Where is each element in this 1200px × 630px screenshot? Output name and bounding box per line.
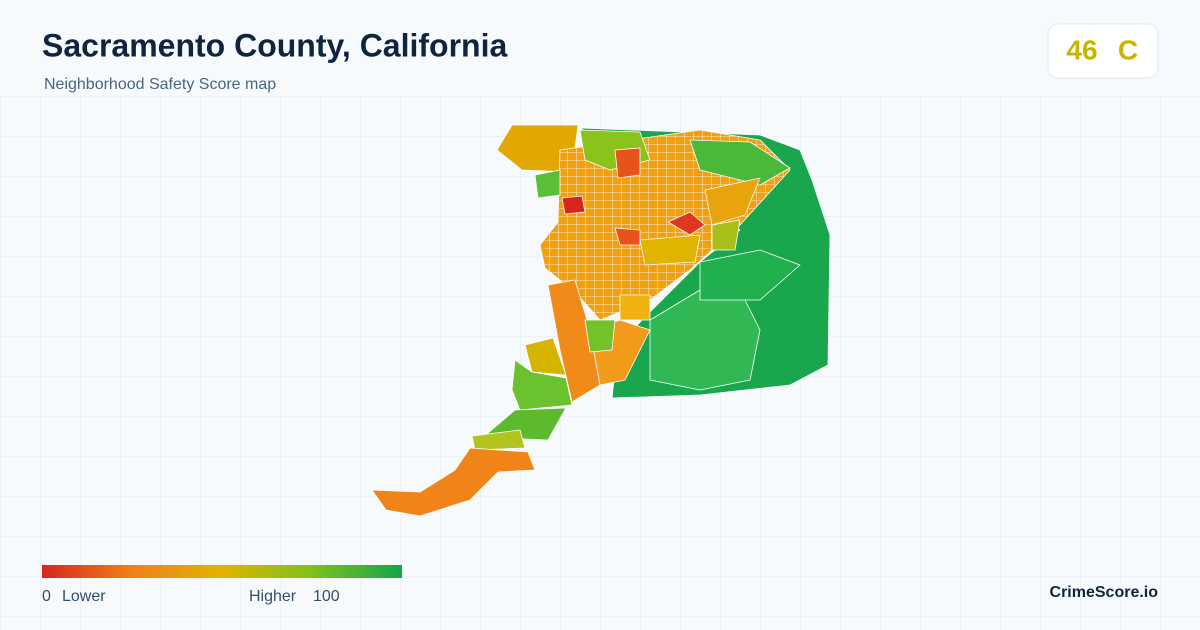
tract (524, 337, 567, 376)
tract (704, 177, 761, 226)
tract (371, 447, 536, 517)
county-map (371, 124, 831, 517)
brand: CrimeScore.io (1050, 584, 1159, 601)
tract (496, 124, 579, 173)
legend-max-label: Higher (249, 588, 297, 605)
tract (614, 147, 641, 179)
badge-score: 46 (1066, 34, 1097, 65)
tract (699, 249, 801, 301)
tract (639, 234, 701, 266)
title: Sacramento County, California (42, 27, 507, 63)
legend-min-label: Lower (62, 588, 106, 605)
tract (511, 359, 573, 411)
tract (471, 429, 526, 451)
legend-max: 100 (313, 588, 340, 605)
tract (619, 294, 651, 321)
tract (614, 227, 641, 246)
tract (711, 219, 741, 251)
legend-min: 0 (42, 588, 51, 605)
tract (689, 139, 791, 186)
badge-grade: C (1118, 34, 1138, 65)
score-badge: 46 C (1047, 23, 1159, 79)
tract (667, 211, 706, 236)
badge-box (1047, 23, 1159, 79)
tract (534, 169, 561, 199)
legend-bar (42, 565, 402, 578)
tract (584, 319, 616, 353)
tract (561, 195, 586, 215)
subtitle: Neighborhood Safety Score map (44, 76, 276, 93)
